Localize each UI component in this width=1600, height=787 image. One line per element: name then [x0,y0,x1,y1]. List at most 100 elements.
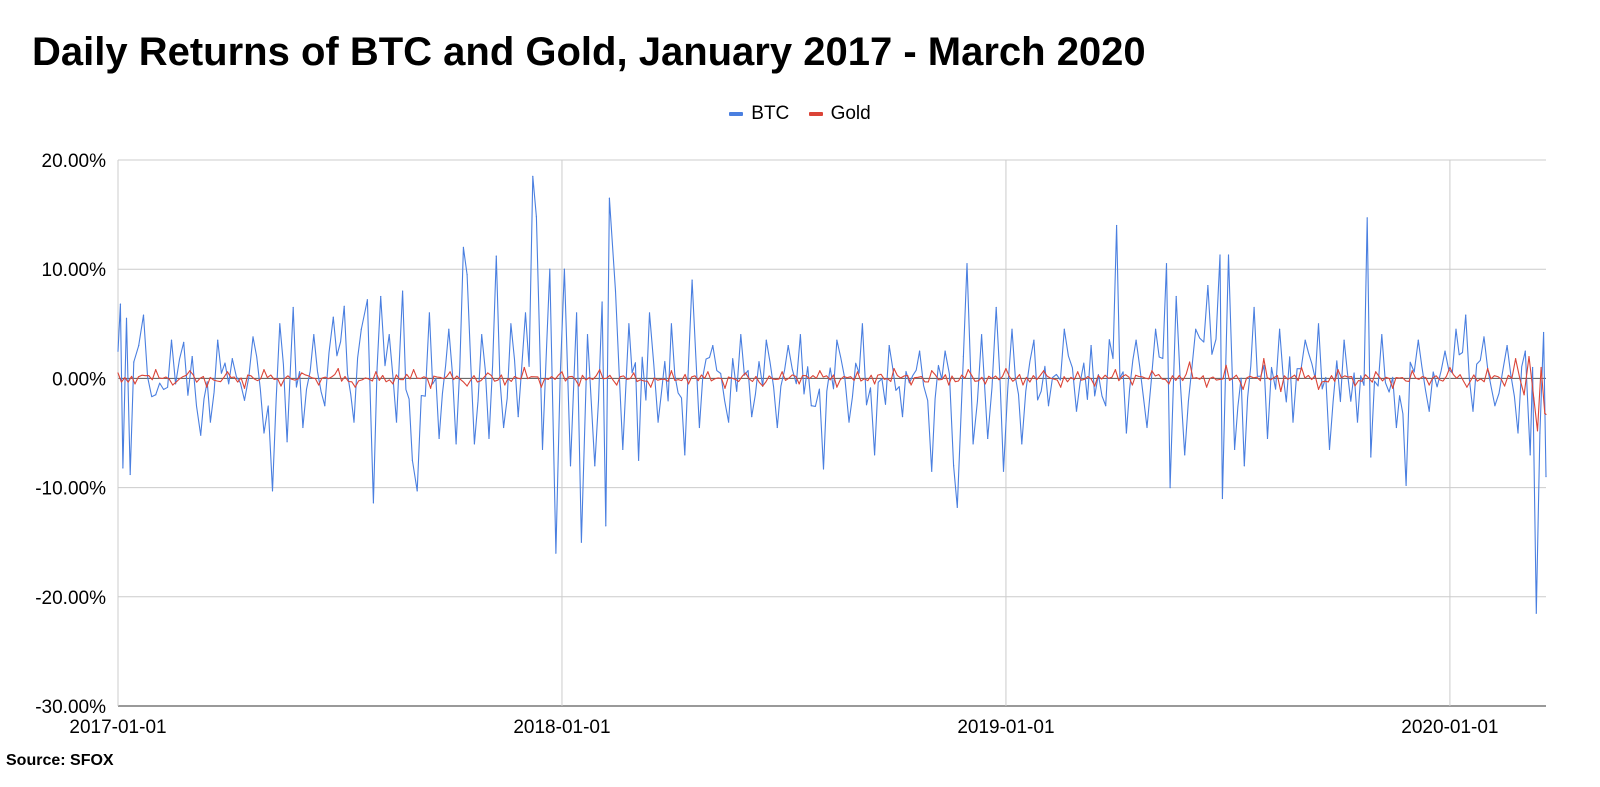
data-point-btc [517,416,519,418]
data-point-btc [787,345,789,347]
data-point-gold [1354,385,1356,387]
data-point-btc [1234,448,1236,450]
data-point-btc [1317,323,1320,325]
data-point-btc [488,437,490,440]
data-point-btc [1494,405,1496,407]
data-point-gold [1022,384,1024,386]
data-point-btc [1483,336,1485,338]
legend-item-gold: Gold [808,103,871,125]
data-point-gold [798,383,800,385]
data-point-btc [1090,345,1092,347]
data-point-btc [888,345,890,347]
data-point-btc [1532,366,1534,369]
data-point-btc [411,459,413,461]
data-point-btc [810,405,812,407]
legend-item-btc: BTC [729,103,789,125]
data-point-gold [948,384,950,386]
data-point-btc [535,216,538,218]
data-point-btc [1033,339,1035,341]
data-point-btc [1002,470,1005,472]
data-point-btc [532,175,534,177]
data-point-btc [125,317,128,319]
data-point-gold [1544,412,1546,414]
data-point-gold [392,383,394,385]
data-point-btc [608,197,611,199]
data-point-gold [984,383,986,385]
data-point-btc [209,421,212,423]
data-point-gold [1504,385,1506,387]
data-point-btc [1063,328,1065,330]
data-point-gold [893,367,895,370]
data-point-btc [1366,217,1368,219]
data-point-gold [1428,384,1430,386]
data-point-btc [1455,328,1457,330]
data-point-gold [1533,397,1535,399]
data-point-gold [1114,369,1117,371]
data-point-btc [1524,350,1526,352]
data-point-gold [745,372,747,374]
data-point-btc [353,421,355,423]
data-point-btc [117,350,119,352]
data-point-btc [243,399,246,401]
data-point-gold [1094,385,1096,387]
data-point-btc [1195,328,1197,330]
data-point-btc [1304,339,1306,341]
data-point-btc [416,490,418,492]
data-point-gold [172,384,174,386]
data-point-btc [1146,426,1148,429]
data-point-gold [1131,384,1134,386]
data-point-gold [707,371,709,373]
data-point-gold [1280,390,1282,393]
data-point-btc [372,502,375,504]
data-point-gold [134,383,136,385]
y-tick-label: -10.00% [35,479,106,500]
data-point-btc [395,421,398,423]
legend-label-gold: Gold [830,103,871,124]
data-point-btc [861,323,864,325]
legend-swatch-btc [729,112,744,116]
data-point-btc [1444,350,1446,352]
data-point-btc [360,328,362,330]
data-point-gold [540,386,542,388]
data-point-btc [1243,465,1245,467]
data-point-gold [599,369,601,371]
data-point-gold [1225,364,1227,366]
data-point-btc [142,314,145,316]
data-point-btc [155,394,157,396]
data-point-btc [901,416,904,418]
data-point-btc [1517,432,1519,434]
y-tick-label: -20.00% [35,588,106,609]
data-point-gold [1392,387,1394,389]
chart-legend: BTC Gold [0,100,1600,125]
data-point-btc [1529,454,1531,456]
data-point-gold [1466,386,1468,388]
data-point-gold [1375,371,1377,373]
data-point-gold [117,372,119,374]
data-point-gold [1545,413,1547,416]
data-point-gold [687,383,690,385]
data-point-btc [170,339,173,341]
data-point-btc [129,473,131,476]
data-point-gold [375,371,377,373]
data-point-btc [279,323,281,325]
y-tick-label: 0.00% [52,369,106,390]
data-point-gold [1168,383,1170,385]
data-point-gold [354,386,356,388]
data-point-btc [622,448,624,450]
data-point-btc [133,361,135,363]
data-point-btc [1343,339,1345,341]
data-point-btc [191,355,193,358]
data-point-btc [751,416,753,418]
data-point-gold [466,385,468,387]
data-point-gold [155,369,157,371]
data-point-gold [1536,430,1539,432]
data-point-btc [1405,484,1407,487]
data-point-btc [1395,426,1397,429]
data-point-btc [1154,328,1157,330]
data-point-btc [1175,295,1177,298]
legend-label-btc: BTC [751,103,790,124]
data-point-btc [1169,487,1171,489]
data-point-btc [402,290,404,292]
data-point-btc [524,312,527,314]
data-point-btc [271,490,274,492]
